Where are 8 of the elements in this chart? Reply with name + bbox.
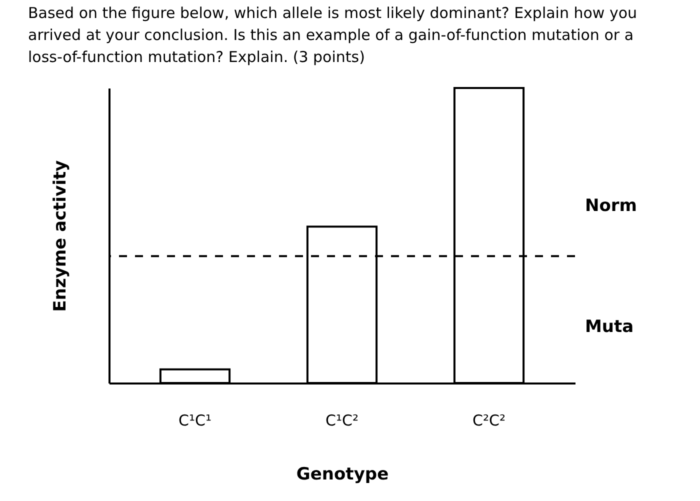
x-tick-label: C¹C¹ <box>178 412 212 430</box>
text: Muta <box>585 316 634 337</box>
x-axis-title: Genotype <box>296 464 389 484</box>
chart-title: Based on the figure below, which allele is most likely dominant? Explain how you arrived at your conclusion. Is this an example of a gain-of-function mutation or a loss-of-function mutation? Explain. (3 points) <box>28 4 638 66</box>
x-tick-label: C¹C² <box>326 412 358 430</box>
text: Norm <box>585 196 638 216</box>
y-axis-title: Enzyme activity <box>50 160 70 312</box>
x-tick-label: C²C² <box>472 412 506 430</box>
